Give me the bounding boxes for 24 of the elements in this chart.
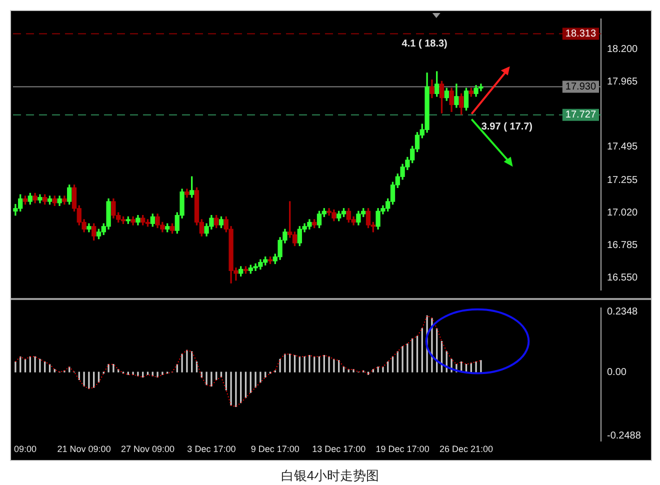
annotation: 4.1 ( 18.3) [402, 38, 448, 50]
x-tick-label: 26 Dec 21:00 [439, 444, 494, 454]
x-tick-label: 09:00 [14, 444, 37, 454]
y-tick-label: 17.965 [607, 76, 638, 88]
y-tick-label: 0.2348 [607, 306, 638, 318]
ref-line-label: 17.727 [565, 110, 596, 121]
ref-line-label: 17.930 [565, 82, 596, 92]
y-tick-label: 0.00 [607, 366, 627, 378]
y-tick-label: 17.020 [607, 207, 638, 218]
text: 白银4小时走势图 [280, 467, 380, 485]
ref-line-label: 18.313 [565, 28, 596, 40]
x-tick-label: 3 Dec 17:00 [187, 444, 236, 454]
x-tick-label: 27 Nov 09:00 [120, 444, 175, 454]
y-tick-label: 16.785 [607, 240, 638, 251]
y-tick-label: -0.2488 [607, 430, 642, 442]
y-tick-label: 17.255 [607, 174, 638, 186]
x-tick-label: 21 Nov 09:00 [57, 444, 111, 454]
annotation: 3.97 ( 17.7) [481, 121, 532, 132]
x-tick-label: 19 Dec 17:00 [376, 444, 430, 454]
x-tick-label: 9 Dec 17:00 [250, 444, 300, 454]
y-tick-label: 18.200 [607, 44, 638, 56]
x-tick-label: 13 Dec 17:00 [312, 444, 366, 454]
y-tick-label: 17.495 [607, 142, 638, 153]
y-tick-label: 16.550 [607, 272, 638, 284]
